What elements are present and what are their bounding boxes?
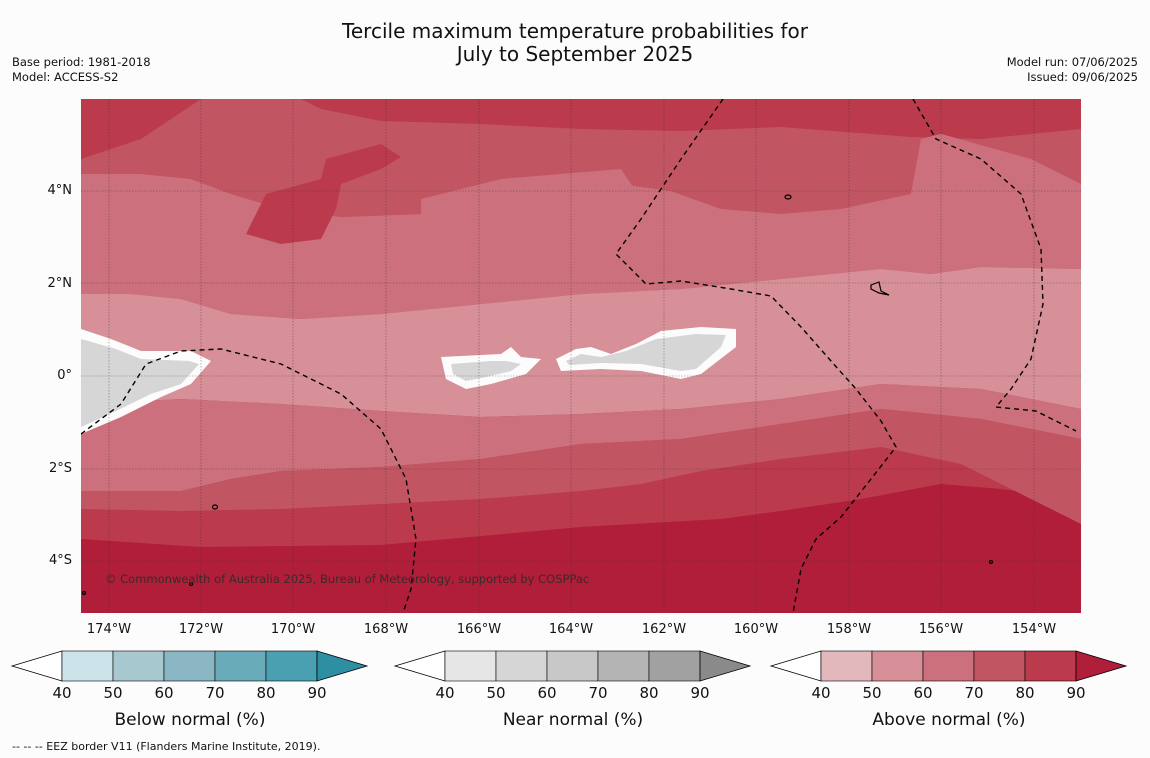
region-above-80-blob [246,144,401,244]
eez-border-central [615,99,897,613]
lon-label-172w: 172°W [178,622,224,637]
colorbar-above-bin-4 [1024,650,1077,682]
lon-label-164w: 164°W [548,622,594,637]
region-above-80-north [81,99,1081,139]
region-above-70-south [81,409,1081,524]
lon-label-170w: 170°W [270,622,316,637]
region-above-60-south [81,384,1081,491]
lat-label-4n: 4°N [47,183,73,198]
region-above-90-south [81,484,1081,613]
lon-label-160w: 160°W [733,622,779,637]
colorbar-near-tick: 90 [690,684,710,702]
colorbar-below-title: Below normal (%) [114,710,266,730]
eez-legend-note: -- -- -- EEZ border V11 (Flanders Marine… [12,740,321,753]
copyright-text: © Commonwealth of Australia 2025, Bureau… [105,572,589,586]
colorbar-near-bin-4 [648,650,701,682]
map-title-line1: Tercile maximum temperature probabilitie… [342,19,808,43]
region-above-50-equator [81,267,1081,417]
lon-label-162w: 162°W [641,622,687,637]
island-3 [188,581,194,587]
colorbar-below-bin-1 [112,650,165,682]
lat-label-2s: 2°S [48,461,72,476]
colorbar-below-bin-4 [265,650,318,682]
near-normal-west [81,339,199,427]
model-run-text: Model run: 07/06/2025 [1006,55,1138,69]
colorbar-below-tick: 60 [154,684,174,702]
colorbar-near [393,650,752,682]
colorbar-below-bin-0 [61,650,114,682]
info-left: Base period: 1981-2018 Model: ACCESS-S2 [12,55,151,85]
lon-label-154w: 154°W [1011,622,1057,637]
region-above-60-mid [421,134,1081,304]
lon-label-174w: 174°W [86,622,132,637]
colorbar-above-tick: 50 [862,684,882,702]
island-5 [81,590,87,596]
eez-borders [81,99,1077,613]
lon-label-158w: 158°W [826,622,872,637]
colorbar-below-tick: 90 [307,684,327,702]
colorbar-near-tick: 70 [588,684,608,702]
colorbar-below-extend-high [316,650,369,682]
colorbar-above-bin-1 [871,650,924,682]
colorbar-near-bin-3 [597,650,650,682]
base-period-text: Base period: 1981-2018 [12,55,151,69]
colorbar-above-tick: 60 [913,684,933,702]
near-normal-east [566,334,726,371]
colorbar-below-tick: 50 [103,684,123,702]
colorbar-near-extend-high [699,650,752,682]
islands [81,194,994,596]
colorbar-below-bin-2 [163,650,216,682]
colorbars [10,650,1128,682]
colorbar-near-tick: 60 [537,684,557,702]
colorbar-above-extend-high [1075,650,1128,682]
colorbar-below [10,650,369,682]
colorbar-above-extend-low [769,650,822,682]
issued-text: Issued: 09/06/2025 [1027,70,1138,84]
eez-border-east [912,99,1077,432]
colorbar-below-tick: 80 [256,684,276,702]
island-2 [211,504,219,510]
lon-label-166w: 166°W [456,622,502,637]
colorbar-above [769,650,1128,682]
colorbar-above-bin-0 [820,650,873,682]
colorbar-near-bin-1 [495,650,548,682]
colorbar-near-title: Near normal (%) [502,710,644,730]
colorbar-above-bin-2 [922,650,975,682]
colorbar-above-tick: 70 [964,684,984,702]
colorbar-below-bin-3 [214,650,267,682]
colorbar-below-tick: 70 [205,684,225,702]
colorbar-above-tick: 40 [811,684,831,702]
island-4 [988,559,994,565]
colorbar-below-tick: 40 [52,684,72,702]
colorbar-above-bin-3 [973,650,1026,682]
info-right: Model run: 07/06/2025 Issued: 09/06/2025 [1007,55,1138,85]
island-kiritimati [870,281,890,296]
colorbar-above-title: Above normal (%) [872,710,1026,730]
island-1 [784,194,792,200]
colorbar-near-extend-low [393,650,446,682]
colorbar-near-tick: 50 [486,684,506,702]
lon-label-168w: 168°W [363,622,409,637]
eez-border-west [81,348,417,613]
model-text: Model: ACCESS-S2 [12,70,119,84]
colorbar-above-tick: 80 [1015,684,1035,702]
colorbar-near-tick: 40 [435,684,455,702]
colorbar-near-bin-0 [444,650,497,682]
map-title-line2: July to September 2025 [456,42,694,66]
colorbar-near-tick: 80 [639,684,659,702]
lon-label-156w: 156°W [918,622,964,637]
lat-label-2n: 2°N [47,276,73,291]
lat-label-4s: 4°S [48,553,72,568]
colorbar-below-extend-low [10,650,63,682]
colorbar-near-bin-2 [546,650,599,682]
colorbar-above-tick: 90 [1066,684,1086,702]
lat-label-0: 0° [57,368,72,383]
probability-map: © Commonwealth of Australia 2025, Bureau… [81,99,1081,613]
